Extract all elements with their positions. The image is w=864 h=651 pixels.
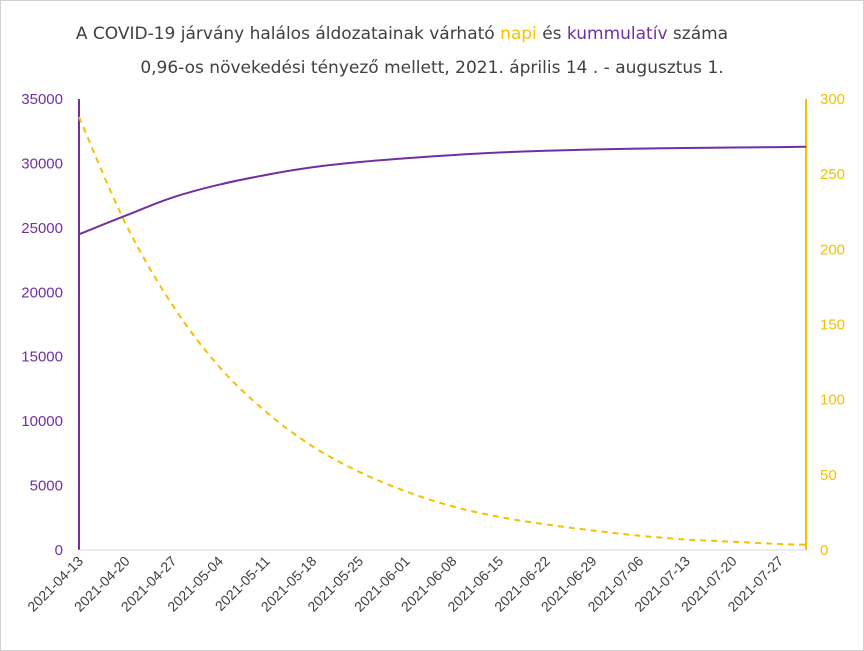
y-left-tick-label: 5000 bbox=[30, 478, 63, 495]
y-right-tick-label: 100 bbox=[820, 392, 845, 409]
y-left-tick-label: 20000 bbox=[21, 284, 63, 301]
title-part-2: és bbox=[536, 24, 567, 44]
y-left-tick-label: 10000 bbox=[21, 413, 63, 430]
y-left-tick-label: 15000 bbox=[21, 349, 63, 366]
y-left-tick-label: 0 bbox=[55, 542, 63, 559]
series-group bbox=[78, 116, 807, 546]
cumulative-deaths-line bbox=[78, 145, 807, 236]
chart-subtitle: 0,96-os növekedési tényező mellett, 2021… bbox=[140, 58, 724, 78]
title-napi-word: napi bbox=[500, 24, 537, 44]
y-left-tick-label: 35000 bbox=[21, 91, 63, 108]
title-part-1: A COVID-19 járvány halálos áldozatainak … bbox=[75, 24, 501, 44]
y-left-tick-label: 30000 bbox=[21, 155, 63, 172]
y-right-tick-label: 200 bbox=[820, 241, 845, 258]
y-right-tick-label: 250 bbox=[820, 166, 845, 183]
chart-title: A COVID-19 járvány halálos áldozatainak … bbox=[0, 24, 834, 44]
title-part-3: száma bbox=[667, 24, 729, 44]
daily-deaths-line bbox=[78, 116, 807, 546]
y-right-tick-label: 150 bbox=[820, 317, 845, 334]
title-kummulativ-word: kummulatív bbox=[566, 24, 668, 44]
y-right-tick-label: 300 bbox=[820, 91, 845, 108]
axes-group: 0 5000 10000 15000 20000 25000 30000 35000 0 50 10… bbox=[21, 91, 845, 615]
y-right-tick-label: 0 bbox=[820, 542, 828, 559]
y-right-tick-label: 50 bbox=[820, 467, 837, 484]
y-left-tick-label: 25000 bbox=[21, 220, 63, 237]
